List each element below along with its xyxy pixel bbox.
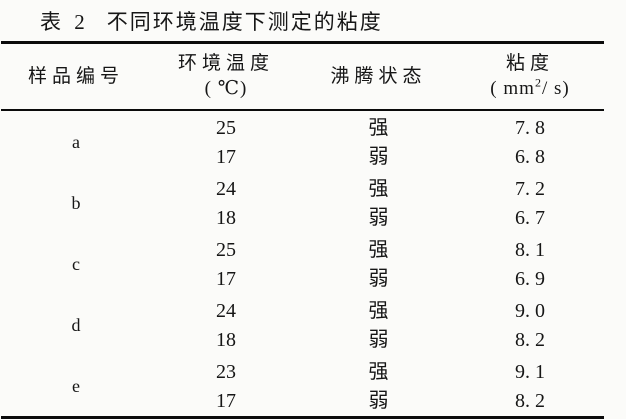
table-row-d2: 18 弱 8. 2 [1,326,604,355]
sample-id-cell-d: d [71,315,81,335]
viscosity-cell: 6. 7 [515,206,545,229]
viscosity-table: 样品编号 环境温度 ( ℃) 沸腾状态 粘度 ( mm2/ s) a 25 [1,41,604,419]
boiling-cell: 强 [368,116,389,139]
boiling-cell: 强 [368,238,389,261]
table-body: a 25 强 7. 8 17 弱 6. 8 b 24 强 7. 2 18 弱 6… [1,110,604,418]
header-row: 样品编号 环境温度 ( ℃) 沸腾状态 粘度 ( mm2/ s) [1,43,604,110]
temperature-cell: 18 [216,206,236,229]
viscosity-cell: 8. 1 [515,238,545,261]
boiling-cell: 弱 [368,206,389,229]
col-header-temperature-unit: ( ℃) [204,78,248,100]
table-row-e1: e 23 强 9. 1 [1,355,604,397]
table-row-b1: b 24 强 7. 2 [1,172,604,214]
boiling-cell: 弱 [368,267,389,290]
temperature-cell: 24 [216,177,236,200]
viscosity-cell: 6. 8 [515,145,545,168]
sample-id-cell-b: b [71,193,81,213]
col-header-viscosity-unit: ( mm2/ s) [456,76,604,101]
boiling-cell: 弱 [368,145,389,168]
temperature-cell: 25 [216,116,236,139]
viscosity-cell: 6. 9 [515,267,545,290]
viscosity-cell: 9. 1 [515,360,545,383]
table-row-d1: d 24 强 9. 0 [1,294,604,336]
col-header-temperature-label: 环境温度 [177,53,274,75]
temperature-cell: 18 [216,328,236,351]
viscosity-unit-exponent: 2 [534,75,542,90]
boiling-cell: 强 [368,177,389,200]
col-header-viscosity-label: 粘度 [505,53,554,75]
boiling-cell: 弱 [368,389,389,412]
viscosity-cell: 8. 2 [515,328,545,351]
table-row-a1: a 25 强 7. 8 [1,110,604,153]
col-header-viscosity: 粘度 ( mm2/ s) [456,43,604,110]
temperature-cell: 25 [216,238,236,261]
temperature-cell: 24 [216,299,236,322]
temperature-cell: 17 [216,145,236,168]
viscosity-cell: 9. 0 [515,299,545,322]
viscosity-unit-suffix: / s) [541,78,570,100]
temperature-cell: 17 [216,389,236,412]
viscosity-cell: 7. 8 [515,116,545,139]
viscosity-cell: 8. 2 [515,389,545,412]
table-caption-number: 表 2 [40,10,89,34]
boiling-cell: 强 [368,299,389,322]
boiling-cell: 强 [368,360,389,383]
table-row-b2: 18 弱 6. 7 [1,204,604,233]
viscosity-unit-prefix: ( mm [490,78,535,100]
table-caption-title: 不同环境温度下测定的粘度 [106,10,383,34]
col-header-sample-id: 样品编号 [1,43,151,110]
table-row-a2: 17 弱 6. 8 [1,143,604,172]
col-header-sample-id-label: 样品编号 [27,65,124,87]
col-header-boiling-state: 沸腾状态 [301,43,456,110]
boiling-cell: 弱 [368,328,389,351]
table-row-c1: c 25 强 8. 1 [1,233,604,275]
table-row-c2: 17 弱 6. 9 [1,265,604,294]
sample-id-cell-c: c [72,254,80,274]
col-header-ambient-temperature: 环境温度 ( ℃) [151,43,301,110]
table-caption: 表 2 不同环境温度下测定的粘度 [0,0,626,36]
viscosity-cell: 7. 2 [515,177,545,200]
table-row-e2: 17 弱 8. 2 [1,387,604,418]
sample-id-cell-a: a [72,132,80,152]
temperature-cell: 23 [216,360,236,383]
col-header-boiling-label: 沸腾状态 [330,65,427,87]
sample-id-cell-e: e [72,376,80,396]
table-header: 样品编号 环境温度 ( ℃) 沸腾状态 粘度 ( mm2/ s) [1,43,604,110]
temperature-cell: 17 [216,267,236,290]
